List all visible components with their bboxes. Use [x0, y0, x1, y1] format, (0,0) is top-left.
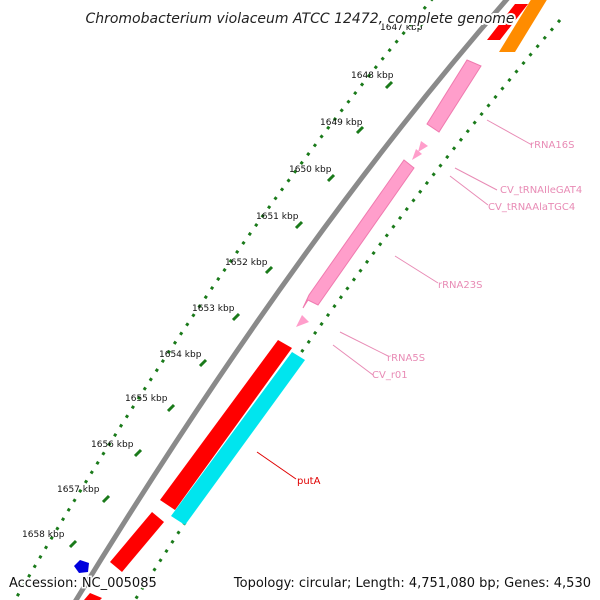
tick-mark-1656	[133, 448, 143, 458]
tick-label-1653: 1653 kbp	[192, 304, 235, 314]
genome-backbone	[73, 0, 510, 600]
label-cv-r01: CV_r01	[372, 370, 408, 381]
label-trna-ala: CV_tRNAAlaTGC4	[488, 202, 575, 213]
tick-label-1654: 1654 kbp	[159, 350, 202, 360]
tick-mark-1647	[416, 20, 426, 30]
rrna23s-feature	[302, 159, 415, 309]
genome-summary-text: Topology: circular; Length: 4,751,080 bp…	[233, 576, 591, 591]
tick-mark-1651	[294, 220, 304, 230]
tick-label-1647: 1647 kbp	[380, 23, 423, 33]
tick-mark-1655	[166, 403, 176, 413]
label-leaders	[256, 119, 533, 480]
tick-label-1657: 1657 kbp	[57, 485, 100, 495]
tick-mark-1653	[231, 312, 241, 322]
cds-feature-top	[487, 4, 528, 40]
feature-labels: rRNA16S CV_tRNAIleGAT4 CV_tRNAAlaTGC4 rR…	[297, 140, 582, 487]
tick-label-1652: 1652 kbp	[225, 258, 268, 268]
tick-label-1649: 1649 kbp	[320, 118, 363, 128]
tick-mark-1648	[384, 80, 394, 90]
label-rrna5s: rRNA5S	[387, 353, 425, 364]
kbp-labels: 1647 kbp 1648 kbp 1649 kbp 1650 kbp 1651…	[22, 23, 423, 540]
kbp-tick-marks	[68, 20, 426, 549]
label-trna-ile: CV_tRNAIleGAT4	[500, 185, 582, 196]
cds-feature-bottom	[84, 593, 102, 600]
puta-feature	[160, 340, 292, 510]
label-rrna23s: rRNA23S	[438, 280, 482, 291]
tick-mark-1652	[264, 265, 274, 275]
accession-text: Accession: NC_005085	[9, 576, 157, 591]
label-puta: putA	[297, 476, 321, 487]
tick-label-1655: 1655 kbp	[125, 394, 168, 404]
tick-label-1648: 1648 kbp	[351, 71, 394, 81]
tick-mark-1650	[326, 173, 336, 183]
tick-label-1658: 1658 kbp	[22, 530, 65, 540]
label-rrna16s: rRNA16S	[530, 140, 574, 151]
orange-feature	[499, 0, 547, 52]
map-title: Chromobacterium violaceum ATCC 12472, co…	[85, 11, 514, 27]
tick-mark-1658	[68, 539, 78, 549]
rrna5s-feature	[296, 315, 309, 327]
outer-tick-track	[13, 0, 434, 600]
trna-ala-feature	[412, 149, 422, 160]
cds-feature-lower	[110, 512, 164, 572]
trna-ile-feature	[418, 141, 428, 152]
tick-label-1650: 1650 kbp	[289, 165, 332, 175]
tick-mark-1654	[198, 358, 208, 368]
rrna16s-feature	[426, 59, 482, 133]
tick-label-1651: 1651 kbp	[256, 212, 299, 222]
tick-label-1656: 1656 kbp	[91, 440, 134, 450]
tick-mark-1657	[101, 494, 111, 504]
cyan-feature	[171, 352, 305, 525]
tick-mark-1649	[355, 125, 365, 135]
blue-feature	[74, 560, 89, 573]
